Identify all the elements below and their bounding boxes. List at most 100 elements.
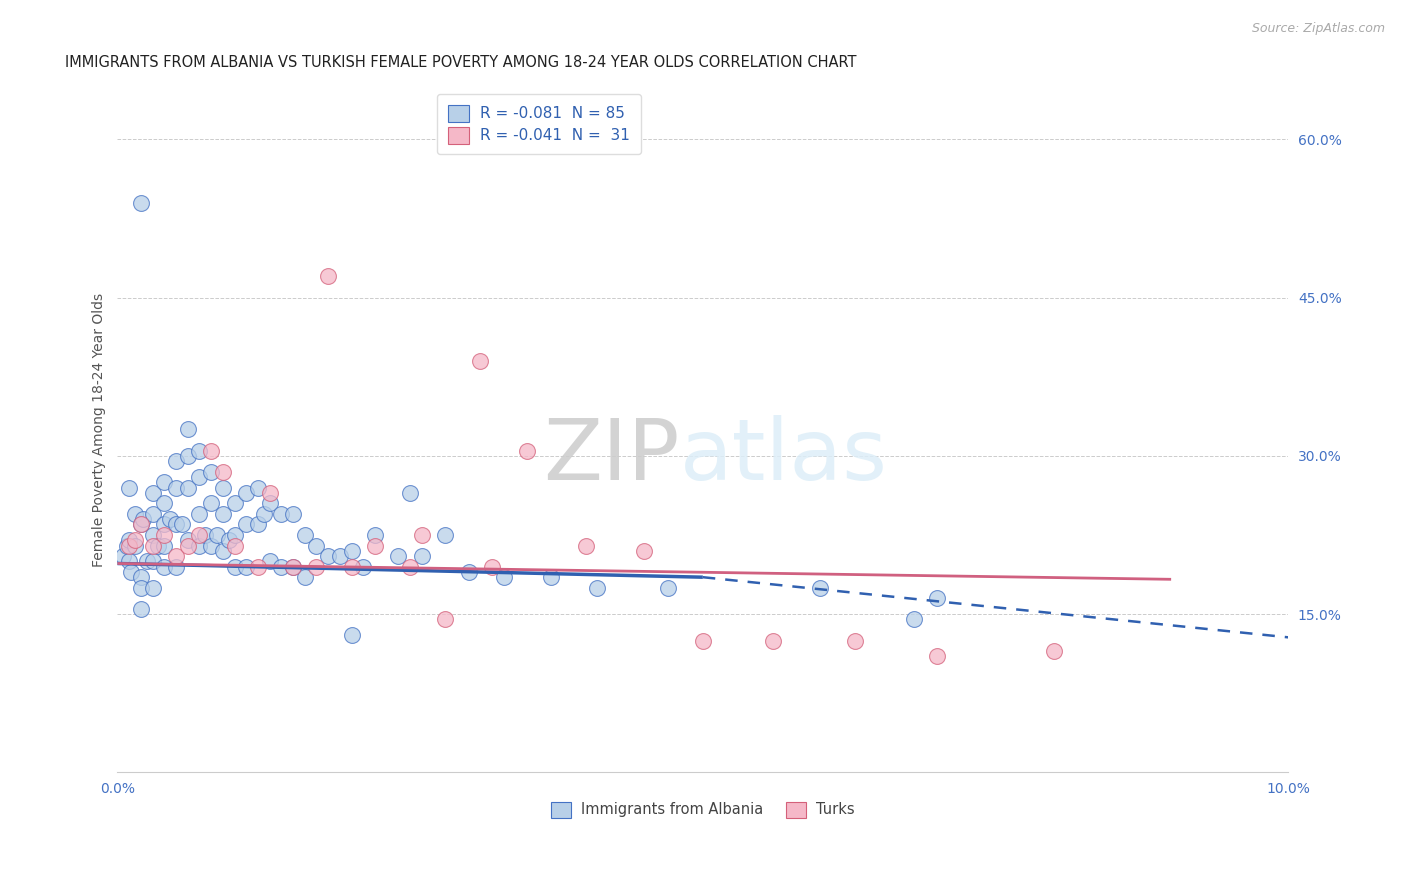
Point — [657, 581, 679, 595]
Point — [844, 633, 866, 648]
Text: atlas: atlas — [679, 416, 887, 499]
Point — [142, 539, 165, 553]
Point — [364, 539, 387, 553]
Point — [153, 528, 176, 542]
Point — [200, 496, 222, 510]
Point — [170, 517, 193, 532]
Point — [411, 528, 433, 542]
Point — [159, 512, 181, 526]
Point — [224, 559, 246, 574]
Point — [135, 554, 157, 568]
Point — [118, 481, 141, 495]
Point — [586, 581, 609, 595]
Point — [399, 485, 422, 500]
Point — [165, 481, 187, 495]
Point — [188, 443, 211, 458]
Point — [235, 559, 257, 574]
Point — [903, 612, 925, 626]
Point — [132, 512, 155, 526]
Text: Source: ZipAtlas.com: Source: ZipAtlas.com — [1251, 22, 1385, 36]
Point — [281, 507, 304, 521]
Point — [575, 539, 598, 553]
Point — [153, 539, 176, 553]
Point — [340, 544, 363, 558]
Point — [457, 565, 479, 579]
Point — [1043, 644, 1066, 658]
Point — [176, 449, 198, 463]
Point — [340, 628, 363, 642]
Point — [200, 465, 222, 479]
Point — [246, 481, 269, 495]
Point — [200, 443, 222, 458]
Point — [305, 559, 328, 574]
Point — [188, 470, 211, 484]
Point — [142, 554, 165, 568]
Point — [399, 559, 422, 574]
Point — [364, 528, 387, 542]
Point — [281, 559, 304, 574]
Point — [305, 539, 328, 553]
Point — [633, 544, 655, 558]
Point — [316, 549, 339, 563]
Point — [153, 517, 176, 532]
Point — [270, 559, 292, 574]
Y-axis label: Female Poverty Among 18-24 Year Olds: Female Poverty Among 18-24 Year Olds — [93, 293, 107, 566]
Point — [340, 559, 363, 574]
Point — [540, 570, 562, 584]
Point — [129, 570, 152, 584]
Point — [808, 581, 831, 595]
Point — [516, 443, 538, 458]
Point — [224, 539, 246, 553]
Point — [281, 559, 304, 574]
Text: IMMIGRANTS FROM ALBANIA VS TURKISH FEMALE POVERTY AMONG 18-24 YEAR OLDS CORRELAT: IMMIGRANTS FROM ALBANIA VS TURKISH FEMAL… — [65, 55, 856, 70]
Point — [925, 591, 948, 606]
Point — [329, 549, 352, 563]
Point — [165, 559, 187, 574]
Point — [211, 465, 233, 479]
Point — [176, 422, 198, 436]
Point — [124, 539, 146, 553]
Point — [176, 481, 198, 495]
Point — [259, 485, 281, 500]
Point — [112, 549, 135, 563]
Point — [259, 554, 281, 568]
Point — [129, 602, 152, 616]
Point — [246, 559, 269, 574]
Point — [188, 507, 211, 521]
Point — [200, 539, 222, 553]
Point — [294, 570, 316, 584]
Point — [235, 485, 257, 500]
Point — [194, 528, 217, 542]
Point — [205, 528, 228, 542]
Point — [218, 533, 240, 548]
Point — [211, 544, 233, 558]
Point — [165, 454, 187, 468]
Point — [142, 507, 165, 521]
Point — [470, 354, 492, 368]
Point — [762, 633, 785, 648]
Point — [165, 549, 187, 563]
Point — [129, 195, 152, 210]
Point — [142, 528, 165, 542]
Point — [121, 565, 143, 579]
Point — [224, 496, 246, 510]
Point — [142, 581, 165, 595]
Point — [176, 533, 198, 548]
Point — [153, 475, 176, 490]
Point — [211, 481, 233, 495]
Point — [153, 496, 176, 510]
Point — [387, 549, 409, 563]
Point — [118, 533, 141, 548]
Point — [148, 539, 170, 553]
Point — [118, 554, 141, 568]
Point — [259, 496, 281, 510]
Point — [925, 649, 948, 664]
Point — [188, 539, 211, 553]
Point — [434, 528, 457, 542]
Point — [118, 539, 141, 553]
Point — [492, 570, 515, 584]
Point — [165, 517, 187, 532]
Point — [434, 612, 457, 626]
Point — [115, 539, 138, 553]
Point — [246, 517, 269, 532]
